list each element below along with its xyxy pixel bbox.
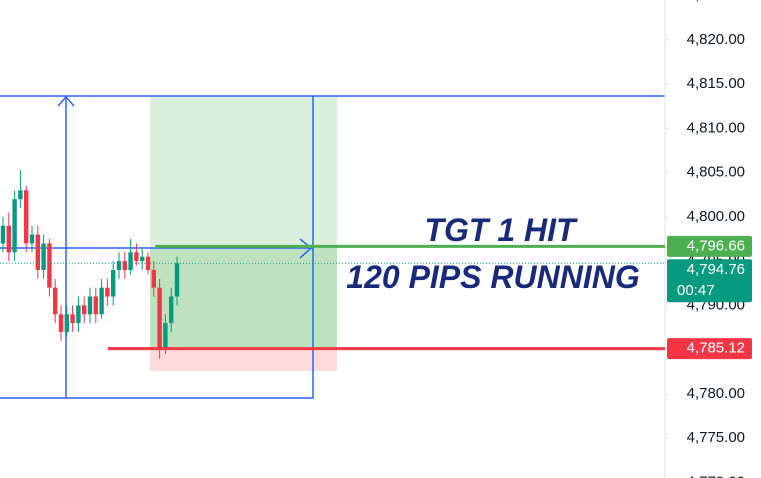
candle-body — [29, 234, 35, 244]
stop-label-box — [667, 338, 752, 360]
candle-body — [105, 287, 110, 297]
candle-body — [93, 296, 98, 315]
profit-progress — [150, 248, 337, 350]
candle-body — [53, 287, 58, 315]
y-tick-label: 4,815.00 — [687, 75, 745, 92]
candle-body — [163, 323, 168, 350]
candle-body — [99, 287, 104, 315]
countdown: 00:47 — [677, 282, 715, 299]
candle-body — [151, 269, 156, 288]
plot — [0, 169, 180, 359]
candle-body — [157, 287, 162, 350]
candle-body — [122, 261, 127, 270]
candle-body — [6, 225, 11, 253]
candle-body — [35, 234, 40, 270]
range-box — [0, 96, 314, 399]
candle-body — [12, 199, 17, 253]
target-label-box — [667, 235, 752, 257]
candle-body — [169, 296, 174, 324]
candle-body — [41, 243, 46, 270]
loss-zone — [150, 350, 337, 371]
last-price-box — [667, 259, 752, 303]
range-tool — [0, 95, 665, 399]
candle-body — [18, 190, 23, 200]
candle-body — [140, 256, 145, 262]
candle-body — [128, 252, 133, 270]
target-label: 4,796.66 — [687, 237, 745, 254]
y-tick-label: 4,800.00 — [687, 208, 745, 225]
y-tick-label: 4,780.00 — [687, 385, 745, 402]
candle-body — [64, 314, 69, 332]
candle-body — [24, 190, 29, 244]
y-tick-label: 4,810.00 — [687, 119, 745, 136]
arrow-right — [299, 238, 313, 259]
candle-body — [174, 263, 180, 297]
profit-zone — [150, 96, 337, 350]
candle-body — [70, 314, 75, 324]
last-price-label: 4,794.76 — [687, 261, 745, 278]
y-tick-label: 4,820.00 — [687, 31, 745, 48]
annotation: TGT 1 HIT — [424, 212, 578, 248]
y-tick-label: 4,775.00 — [687, 429, 745, 446]
candle-body — [0, 225, 6, 244]
candle-body — [76, 305, 81, 324]
candle-body — [47, 243, 52, 288]
candle-body — [58, 314, 64, 332]
candle-body — [87, 296, 93, 315]
candle-body — [134, 252, 139, 262]
y-tick-label: 4,825.00 — [687, 0, 745, 4]
y-tick-label: 4,805.00 — [687, 164, 745, 181]
candle-body — [116, 261, 122, 270]
candle-body — [82, 305, 87, 315]
candle-body — [111, 269, 116, 297]
position-tool — [150, 96, 337, 371]
annotation: 120 PIPS RUNNING — [346, 259, 639, 295]
y-tick-label: 4,770.00 — [687, 473, 745, 478]
stop-label: 4,785.12 — [687, 340, 745, 357]
arrow-up — [57, 95, 75, 107]
